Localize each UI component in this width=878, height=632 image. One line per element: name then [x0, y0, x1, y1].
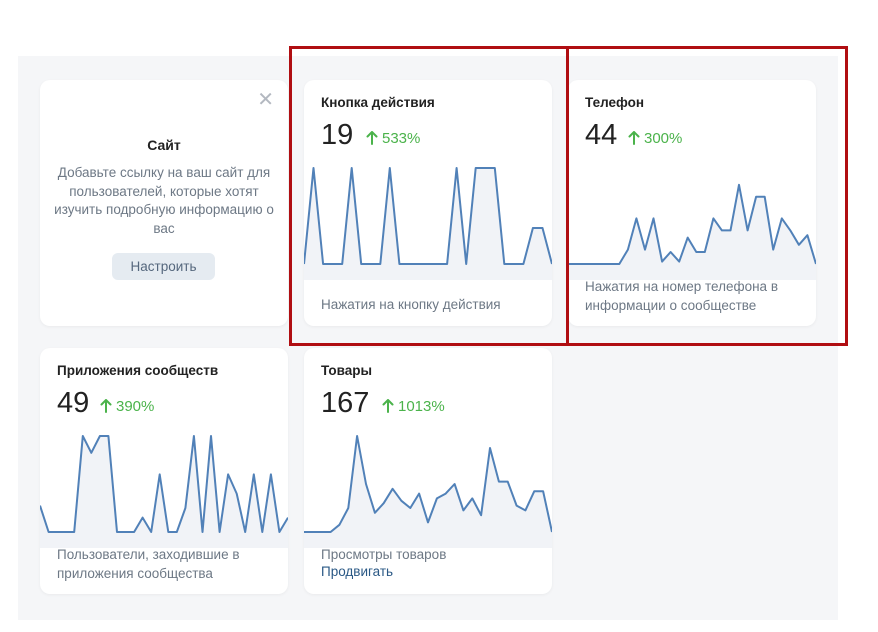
highlight-frame-phone	[566, 46, 848, 346]
card-caption: Нажатия на кнопку действия	[321, 297, 501, 312]
sparkline-chart	[568, 183, 816, 280]
site-card-description: Добавьте ссылку на ваш сайт для пользова…	[54, 165, 274, 236]
growth-badge: 390%	[100, 398, 154, 416]
growth-badge: 533%	[366, 130, 420, 148]
sparkline-area	[304, 168, 552, 280]
sparkline-chart	[304, 167, 552, 280]
stat-value: 49	[57, 387, 90, 419]
stat-card-goods[interactable]: Товары 167 1013% Просмотры товаров Продв…	[304, 348, 552, 594]
stat-value: 44	[585, 119, 618, 151]
growth-value: 300%	[644, 130, 683, 147]
site-card-title: Сайт	[147, 137, 181, 153]
setup-button[interactable]: Настроить	[112, 253, 215, 280]
growth-value: 390%	[116, 398, 155, 415]
stat-card-action-button[interactable]: Кнопка действия 19 533% Нажатия на кнопк…	[304, 80, 552, 326]
site-card: ✕ Сайт Добавьте ссылку на ваш сайт для п…	[40, 80, 288, 326]
card-title: Товары	[321, 363, 373, 378]
stat-card-apps[interactable]: Приложения сообществ 49 390% Пользовател…	[40, 348, 288, 594]
growth-value: 1013%	[398, 398, 445, 415]
sparkline-area	[304, 436, 552, 548]
card-caption: Просмотры товаров	[321, 547, 447, 562]
sparkline-area	[40, 436, 288, 548]
arrow-up-icon	[366, 131, 378, 145]
growth-badge: 300%	[628, 130, 682, 148]
card-title: Телефон	[585, 95, 645, 110]
sparkline-chart	[40, 435, 288, 548]
arrow-up-icon	[628, 131, 640, 145]
card-title: Кнопка действия	[321, 95, 435, 110]
sparkline-line	[304, 167, 552, 265]
arrow-up-icon	[100, 399, 112, 413]
card-title: Приложения сообществ	[57, 363, 219, 378]
growth-value: 533%	[382, 130, 421, 147]
sparkline-line	[304, 435, 552, 533]
highlight-frame-action-button	[289, 46, 569, 346]
close-icon[interactable]: ✕	[257, 89, 274, 111]
arrow-up-icon	[382, 399, 394, 413]
growth-badge: 1013%	[382, 398, 445, 416]
stat-value: 19	[321, 119, 354, 151]
sparkline-line	[568, 183, 816, 265]
sparkline-chart	[304, 435, 552, 548]
stat-card-phone[interactable]: Телефон 44 300% Нажатия на номер телефон…	[568, 80, 816, 326]
card-caption: Пользователи, заходившие в приложения со…	[57, 547, 240, 581]
promote-link[interactable]: Продвигать	[321, 564, 394, 579]
card-caption: Нажатия на номер телефона в информации о…	[585, 279, 778, 313]
stat-value: 167	[321, 387, 370, 419]
sparkline-line	[40, 435, 288, 533]
